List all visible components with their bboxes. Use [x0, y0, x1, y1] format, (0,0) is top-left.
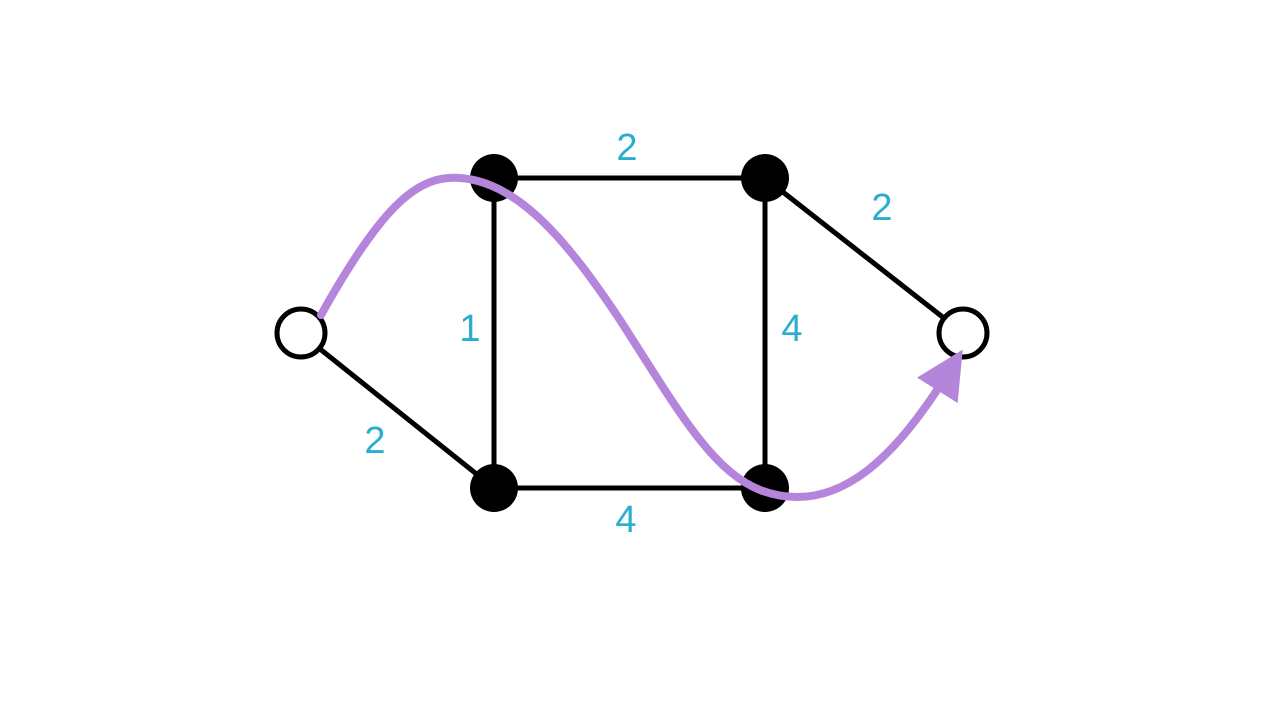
weight-b-t: 2 [871, 187, 892, 229]
node-t [936, 306, 990, 360]
edge-s-c [297, 330, 497, 491]
weight-c-d: 4 [615, 499, 636, 541]
weight-s-c: 2 [364, 420, 385, 462]
weight-a-c: 1 [459, 308, 480, 350]
weight-a-b: 2 [616, 127, 637, 169]
node-c [470, 464, 518, 512]
weight-b-d: 4 [781, 308, 802, 350]
highlighted-path [317, 173, 963, 502]
edge-b-t [762, 175, 966, 336]
node-s [274, 306, 328, 360]
node-b [741, 154, 789, 202]
